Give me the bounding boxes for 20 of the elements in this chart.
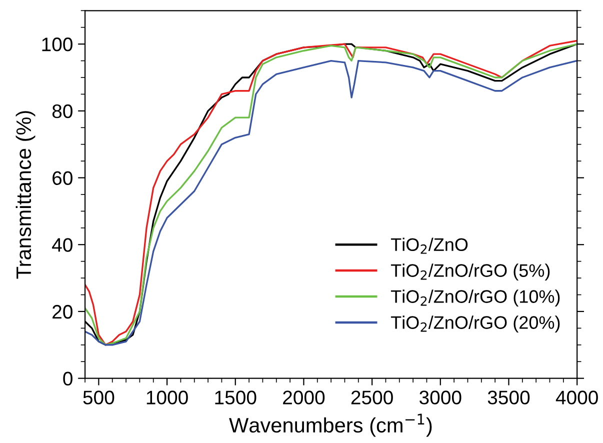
x-axis-title: Wavenumbers (cm$^{−1}$) [229, 414, 432, 437]
x-tick-label: 3000 [420, 390, 462, 404]
x-tick-label: 500 [83, 390, 114, 404]
y-tick-label: 60 [52, 171, 72, 185]
y-axis-title: Transmittance (%) [16, 111, 36, 279]
x-tick-label: 4000 [556, 390, 598, 404]
y-tick-label: 40 [52, 238, 72, 252]
x-tick-label: 2000 [283, 390, 325, 404]
y-tick-label: 0 [63, 372, 72, 386]
legend-label: TiO$_{2}$/ZnO/rGO (5%) [390, 264, 550, 281]
x-tick-label: 1500 [215, 390, 256, 404]
legend-label: TiO$_{2}$/ZnO/rGO (10%) [390, 290, 560, 307]
x-tick-label: 2500 [351, 390, 393, 404]
y-tick-label: 100 [42, 38, 72, 52]
y-tick-label: 80 [52, 104, 72, 118]
y-tick-label: 20 [52, 304, 72, 319]
x-tick-label: 1000 [146, 390, 188, 404]
legend-label: TiO$_{2}$/ZnO [390, 238, 468, 254]
legend-label: TiO$_{2}$/ZnO/rGO (20%) [390, 316, 560, 333]
x-tick-label: 3500 [488, 390, 530, 404]
